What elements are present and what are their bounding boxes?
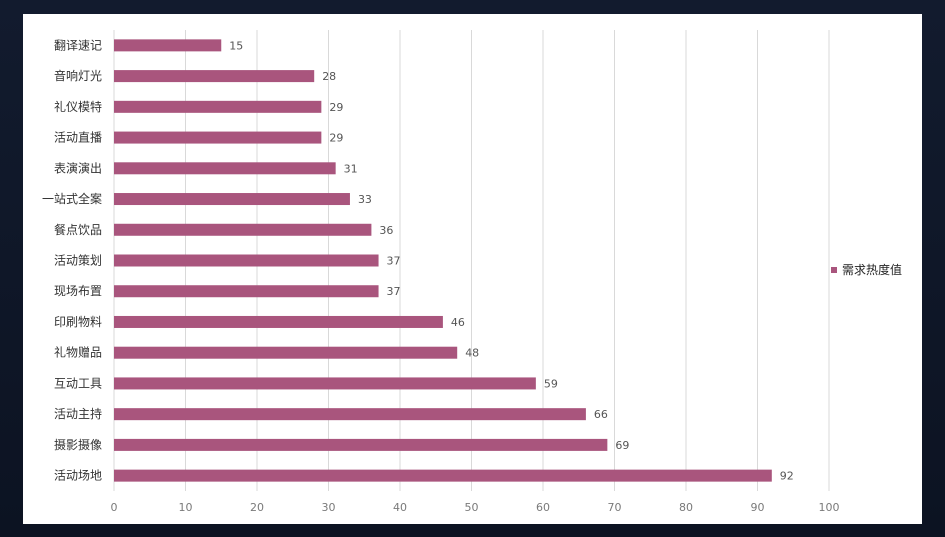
category-label: 一站式全案 [42, 191, 102, 206]
bar [114, 70, 315, 83]
bar [114, 469, 772, 482]
bar [114, 100, 322, 113]
x-tick-label: 90 [751, 501, 765, 514]
data-label: 69 [615, 439, 629, 452]
bar [114, 438, 608, 451]
data-label: 37 [387, 255, 401, 268]
category-label: 摄影摄像 [54, 437, 102, 452]
category-label: 餐点饮品 [54, 222, 102, 237]
bar [114, 131, 322, 144]
labels: 0 10 20 30 40 50 60 70 80 90 100 翻译速记 15 音响灯光 28 礼仪模特 29… [42, 38, 840, 514]
bar [114, 377, 536, 390]
bar [114, 346, 458, 359]
x-tick-label: 20 [250, 501, 264, 514]
x-tick-label: 70 [608, 501, 622, 514]
data-label: 92 [780, 470, 794, 483]
data-label: 59 [544, 377, 558, 390]
category-label: 现场布置 [54, 284, 102, 298]
data-label: 29 [329, 101, 343, 114]
bar [114, 39, 222, 52]
bar [114, 285, 379, 298]
data-label: 29 [329, 132, 343, 145]
category-label: 礼仪模特 [54, 99, 102, 114]
category-label: 互动工具 [54, 376, 102, 390]
category-label: 表演演出 [54, 160, 102, 175]
data-label: 33 [358, 193, 372, 206]
category-label: 翻译速记 [54, 38, 102, 52]
bar [114, 408, 586, 421]
x-tick-label: 30 [322, 501, 336, 514]
bar-chart: 0 10 20 30 40 50 60 70 80 90 100 翻译速记 15 音响灯光 28 礼仪模特 29… [42, 30, 902, 514]
data-label: 46 [451, 316, 465, 329]
category-label: 活动直播 [54, 131, 102, 145]
data-label: 15 [229, 39, 243, 52]
data-label: 36 [379, 224, 393, 237]
legend-swatch [831, 267, 837, 273]
bar [114, 254, 379, 267]
x-tick-label: 0 [111, 501, 118, 514]
legend: 需求热度值 [831, 262, 902, 277]
x-tick-label: 60 [536, 501, 550, 514]
category-label: 音响灯光 [54, 68, 102, 83]
x-tick-label: 40 [393, 501, 407, 514]
bar [114, 223, 372, 236]
category-label: 礼物赠品 [54, 345, 102, 360]
legend-label: 需求热度值 [842, 262, 902, 277]
data-label: 31 [344, 162, 358, 175]
data-label: 48 [465, 347, 479, 360]
category-label: 活动场地 [54, 469, 102, 483]
category-label: 活动主持 [54, 406, 102, 421]
bar [114, 162, 336, 175]
data-label: 37 [387, 285, 401, 298]
bar [114, 193, 350, 206]
bars [114, 39, 772, 482]
bar [114, 315, 443, 328]
x-tick-label: 80 [679, 501, 693, 514]
x-tick-label: 50 [465, 501, 479, 514]
x-tick-label: 10 [179, 501, 193, 514]
data-label: 28 [322, 70, 336, 83]
data-label: 66 [594, 408, 608, 421]
category-label: 印刷物料 [54, 315, 102, 329]
category-label: 活动策划 [54, 254, 102, 268]
x-tick-label: 100 [819, 501, 840, 514]
chart-panel: 0 10 20 30 40 50 60 70 80 90 100 翻译速记 15 音响灯光 28 礼仪模特 29… [23, 14, 922, 524]
